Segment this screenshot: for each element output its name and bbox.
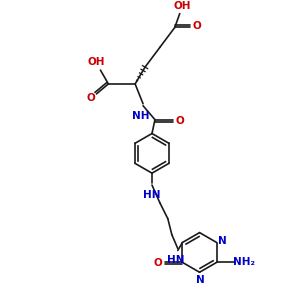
Text: OH: OH	[174, 1, 191, 11]
Text: NH: NH	[132, 111, 150, 121]
Text: OH: OH	[88, 57, 105, 67]
Text: N: N	[218, 236, 227, 245]
Text: O: O	[86, 93, 95, 103]
Text: O: O	[176, 116, 184, 126]
Text: O: O	[153, 258, 162, 268]
Text: O: O	[192, 22, 201, 32]
Text: HN: HN	[143, 190, 161, 200]
Text: HN: HN	[167, 255, 184, 266]
Text: N: N	[196, 275, 205, 285]
Text: NH₂: NH₂	[233, 257, 256, 267]
